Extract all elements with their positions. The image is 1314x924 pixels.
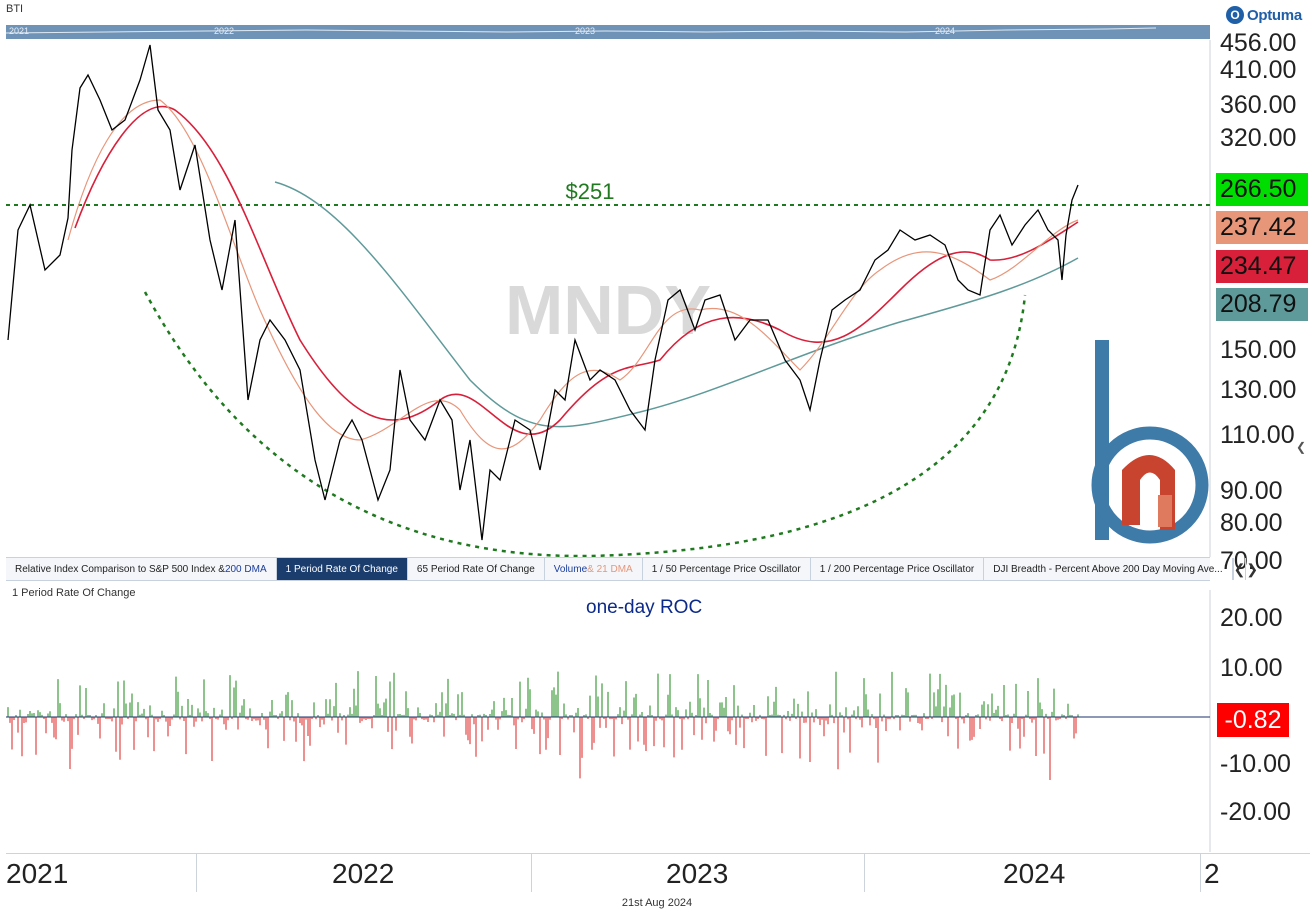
overview-navigator[interactable]: 2021 2022 2023 2024	[6, 25, 1210, 39]
tab-prev-button[interactable]: ❮	[1232, 558, 1245, 580]
time-axis-year: 2024	[1003, 858, 1066, 889]
tab-65-period-roc[interactable]: 65 Period Rate Of Change	[408, 558, 545, 580]
time-axis[interactable]: 2021 2022 2023 2024 2	[6, 853, 1310, 892]
price-line	[7, 44, 1079, 541]
ma-short-line	[67, 99, 1079, 450]
price-axis-label: 90.00	[1220, 477, 1283, 505]
time-axis-year: 2022	[332, 858, 395, 889]
roc-current-value-tag: -0.82	[1217, 703, 1289, 737]
roc-axis-label: 20.00	[1220, 604, 1283, 632]
ma-mid-line	[74, 105, 1079, 435]
tab-label: 65 Period Rate Of Change	[416, 563, 535, 575]
tab-200-ppo[interactable]: 1 / 200 Percentage Price Oscillator	[811, 558, 985, 580]
tab-label: 1 / 50 Percentage Price Oscillator	[651, 563, 801, 575]
price-axis-label: 130.00	[1220, 376, 1297, 404]
price-axis-label: 110.00	[1220, 421, 1295, 449]
indicator-tab-bar: Relative Index Comparison to S&P 500 Ind…	[6, 557, 1258, 581]
overview-sparkline	[6, 27, 1157, 34]
brand-badge-icon	[1090, 340, 1209, 552]
tab-label: Volume	[553, 563, 588, 575]
year-separator	[531, 854, 532, 892]
tab-label: DJI Breadth - Percent Above 200 Day Movi…	[993, 563, 1223, 575]
roc-chart[interactable]	[0, 590, 1214, 852]
optuma-logo-icon: O	[1226, 6, 1244, 24]
optuma-logo: O Optuma	[1226, 4, 1302, 26]
tab-next-button[interactable]: ❯	[1245, 558, 1258, 580]
price-axis-label: 410.00	[1220, 56, 1297, 84]
year-separator	[864, 854, 865, 892]
tab-label: 1 / 200 Percentage Price Oscillator	[819, 563, 975, 575]
tab-1-period-roc[interactable]: 1 Period Rate Of Change	[276, 558, 408, 580]
price-axis-label: 70.00	[1220, 547, 1283, 575]
tab-relative-index[interactable]: Relative Index Comparison to S&P 500 Ind…	[6, 558, 277, 580]
ma-mid-value-tag: 234.47	[1216, 250, 1308, 283]
price-chart[interactable]: MNDY $251	[0, 40, 1314, 557]
tab-dji-breadth[interactable]: DJI Breadth - Percent Above 200 Day Movi…	[984, 558, 1233, 580]
roc-axis-label: -20.00	[1220, 798, 1291, 826]
price-axis-label: 320.00	[1220, 124, 1297, 152]
year-separator	[196, 854, 197, 892]
resistance-label: $251	[566, 179, 615, 204]
time-axis-year: 2021	[6, 858, 69, 889]
ma-long-line	[274, 181, 1079, 428]
roc-axis-label: -10.00	[1220, 750, 1291, 778]
panel-expand-arrow-icon[interactable]: ❮	[1296, 440, 1307, 454]
tab-label-accent: & 21 DMA	[587, 563, 633, 575]
price-axis-label: 456.00	[1220, 29, 1297, 57]
tab-volume[interactable]: Volume & 21 DMA	[545, 558, 643, 580]
symbol-label: BTI	[6, 3, 24, 15]
watermark-text: MNDY	[505, 271, 711, 349]
tab-50-ppo[interactable]: 1 / 50 Percentage Price Oscillator	[643, 558, 811, 580]
overview-year: 2021	[9, 26, 30, 36]
optuma-logo-text: Optuma	[1247, 6, 1302, 24]
ma-long-value-tag: 208.79	[1216, 288, 1308, 321]
price-axis-label: 80.00	[1220, 509, 1283, 537]
year-separator	[1200, 854, 1201, 892]
lower-panel-title: 1 Period Rate Of Change	[12, 587, 136, 599]
time-axis-year: 2023	[666, 858, 729, 889]
price-axis-label: 360.00	[1220, 91, 1297, 119]
ma-short-value-tag: 237.42	[1216, 211, 1308, 244]
tab-label-accent: 200 DMA	[224, 563, 267, 575]
time-axis-year: 2	[1204, 858, 1220, 889]
roc-bars	[7, 671, 1079, 781]
roc-axis-label: 10.00	[1220, 654, 1283, 682]
footer-date: 21st Aug 2024	[621, 897, 693, 909]
tab-label: Relative Index Comparison to S&P 500 Ind…	[15, 563, 225, 575]
price-axis-label: 150.00	[1220, 336, 1297, 364]
roc-annotation: one-day ROC	[586, 597, 703, 618]
tab-label: 1 Period Rate Of Change	[285, 563, 398, 575]
last-price-tag: 266.50	[1216, 173, 1308, 206]
